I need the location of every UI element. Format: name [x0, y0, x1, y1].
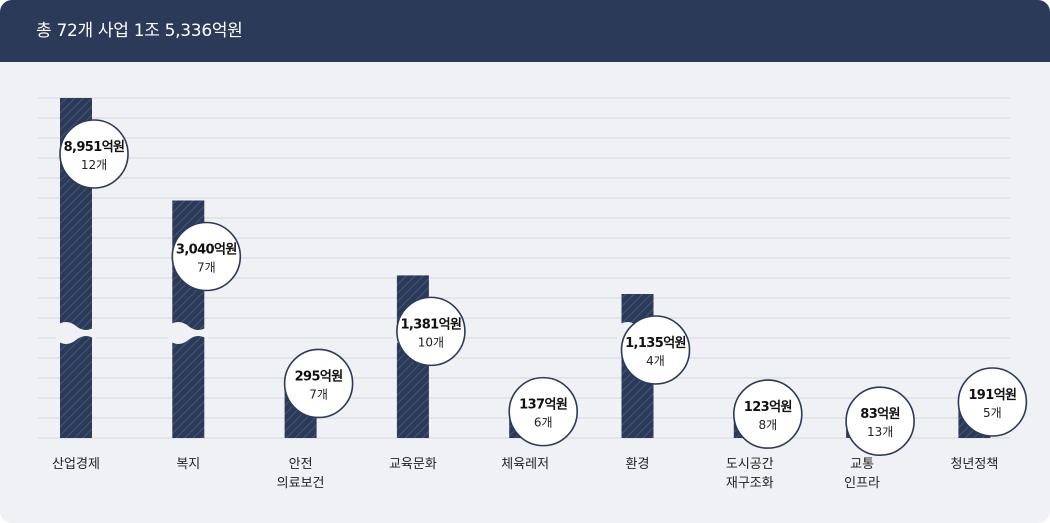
count-label: 4개 — [646, 354, 665, 368]
category-label: 교통 — [850, 457, 874, 472]
value-bubble — [59, 119, 129, 189]
count-label: 5개 — [983, 406, 1002, 420]
value-label: 137억원 — [519, 398, 567, 413]
count-label: 12개 — [81, 158, 107, 172]
category-label: 환경 — [626, 457, 650, 472]
bars: 8,951억원 12개 3,040억원 7개 295억원 7개 1,381억원 10개 137억… — [56, 98, 1028, 457]
value-label: 1,381억원 — [400, 317, 461, 332]
bar-group: 3,040억원 7개 — [168, 200, 242, 438]
axis-break-mark — [56, 322, 96, 344]
value-bubble — [396, 296, 466, 367]
value-bubble — [508, 376, 579, 447]
category-label: 복지 — [176, 457, 200, 472]
bar-group: 8,951억원 12개 — [56, 98, 129, 438]
value-label: 123억원 — [744, 400, 792, 415]
bar-group: 295억원 7개 — [283, 348, 354, 438]
category-label: 도시공간 — [726, 457, 774, 472]
category-label: 인프라 — [844, 476, 880, 491]
bar-group: 191억원 5개 — [957, 367, 1028, 438]
category-label: 산업경제 — [52, 457, 100, 472]
axis-break-mark — [168, 322, 209, 344]
value-bubble — [732, 379, 803, 449]
count-label: 10개 — [418, 335, 444, 349]
value-bubble — [957, 367, 1028, 437]
value-bubble — [845, 386, 915, 457]
bar-group: 1,381억원 10개 — [392, 275, 466, 438]
count-label: 8개 — [758, 418, 777, 432]
category-label: 체육레저 — [501, 457, 549, 472]
bar-group: 137억원 6개 — [508, 376, 579, 447]
value-label: 8,951억원 — [64, 140, 125, 155]
bar-group: 1,135억원 4개 — [617, 294, 691, 438]
count-label: 7개 — [197, 260, 216, 274]
count-label: 6개 — [534, 416, 553, 430]
category-label: 청년정책 — [950, 457, 998, 472]
category-label: 재구조화 — [726, 476, 774, 491]
value-bubble — [171, 221, 242, 292]
value-label: 191억원 — [968, 388, 1016, 403]
value-label: 83억원 — [860, 407, 900, 422]
category-label: 안전 — [289, 457, 313, 472]
value-label: 1,135억원 — [625, 336, 686, 351]
bar-group: 123억원 8개 — [732, 379, 803, 449]
category-label: 교육문화 — [389, 457, 437, 472]
bar-chart: 8,951억원 12개 3,040억원 7개 295억원 7개 1,381억원 10개 137억… — [38, 97, 1028, 491]
header-bar: 총 72개 사업 1조 5,336억원 — [0, 0, 1050, 62]
category-label: 의료보건 — [277, 476, 325, 491]
value-label: 3,040억원 — [176, 242, 237, 257]
count-label: 13개 — [867, 425, 893, 439]
value-bubble — [283, 348, 354, 419]
value-bubble — [620, 315, 691, 385]
bar-group: 83억원 13개 — [845, 386, 915, 457]
value-label: 295억원 — [295, 369, 343, 384]
count-label: 7개 — [309, 387, 328, 401]
chart-title: 총 72개 사업 1조 5,336억원 — [36, 21, 243, 41]
